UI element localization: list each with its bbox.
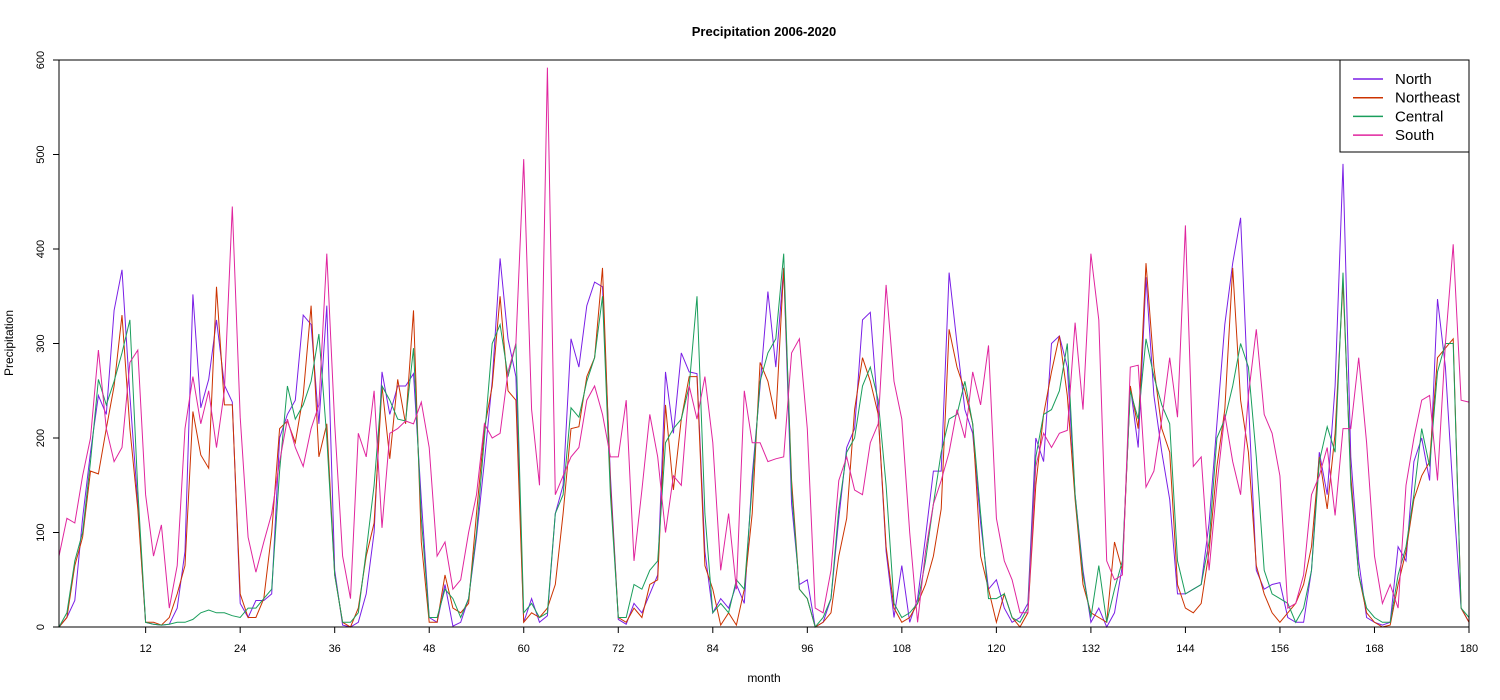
x-tick-label: 144 xyxy=(1176,643,1194,655)
x-tick-label: 108 xyxy=(893,643,911,655)
x-tick-label: 120 xyxy=(987,643,1005,655)
y-tick-label: 100 xyxy=(35,523,47,541)
x-tick-label: 84 xyxy=(707,643,719,655)
series-line-northeast xyxy=(58,263,1470,628)
legend-label-south: South xyxy=(1395,127,1434,144)
plot-lines xyxy=(58,67,1470,629)
y-tick-label: 0 xyxy=(35,624,47,630)
x-tick-label: 36 xyxy=(329,643,341,655)
y-axis-label: Precipitation xyxy=(2,310,16,376)
x-tick-label: 60 xyxy=(518,643,530,655)
legend-label-central: Central xyxy=(1395,108,1443,125)
x-tick-label: 132 xyxy=(1082,643,1100,655)
y-axis: 0 100 200 300 400 500 600 xyxy=(35,51,59,630)
y-tick-label: 300 xyxy=(35,334,47,352)
x-tick-label: 168 xyxy=(1365,643,1383,655)
x-axis-label: month xyxy=(747,671,780,685)
x-tick-label: 24 xyxy=(234,643,246,655)
y-tick-label: 200 xyxy=(35,429,47,447)
legend-label-north: North xyxy=(1395,71,1432,88)
series-line-north xyxy=(58,163,1470,629)
legend-box xyxy=(1339,59,1470,153)
y-tick-label: 400 xyxy=(35,240,47,258)
x-axis: 12 24 36 48 60 72 84 96 108 120 132 144 156 168 180 xyxy=(140,627,1478,655)
legend-label-northeast: Northeast xyxy=(1395,90,1461,107)
y-tick-label: 500 xyxy=(35,145,47,163)
x-tick-label: 12 xyxy=(140,643,152,655)
x-tick-label: 180 xyxy=(1460,643,1478,655)
x-tick-label: 72 xyxy=(612,643,624,655)
y-tick-label: 600 xyxy=(35,51,47,69)
x-tick-label: 156 xyxy=(1271,643,1289,655)
x-tick-label: 48 xyxy=(423,643,435,655)
chart-title: Precipitation 2006-2020 xyxy=(692,24,837,39)
series-line-south xyxy=(58,67,1470,623)
x-tick-label: 96 xyxy=(801,643,813,655)
series-line-central xyxy=(58,253,1470,629)
